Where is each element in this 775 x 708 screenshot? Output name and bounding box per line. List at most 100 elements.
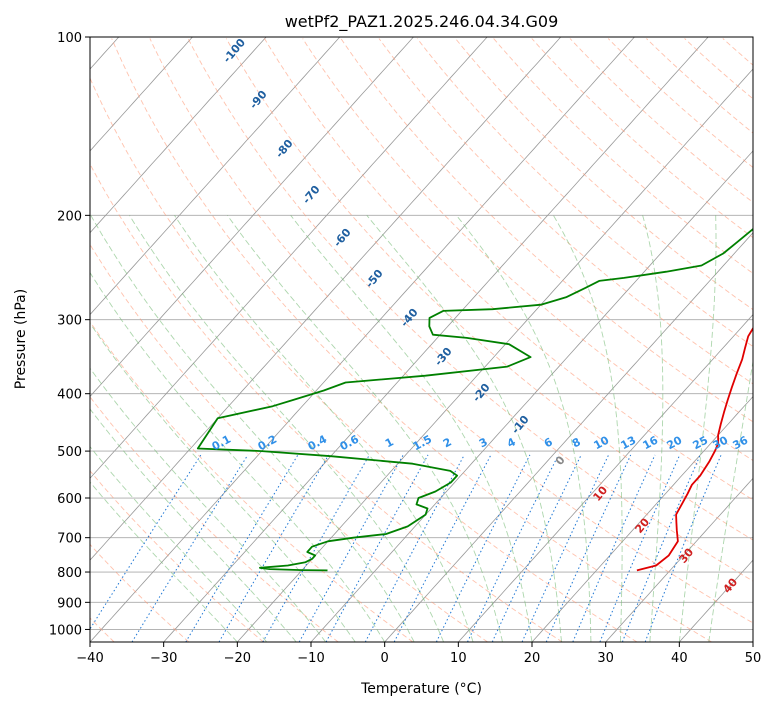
mixing-ratio-line — [393, 454, 492, 642]
mixing-ratio-label: 16 — [641, 433, 661, 452]
x-tick-label: 40 — [671, 651, 688, 666]
dry-adiabat-label: -50 — [363, 267, 386, 291]
dry-adiabat-label: 0 — [553, 453, 568, 467]
dry-adiabat-label: -30 — [432, 345, 455, 369]
isotherm-line — [90, 37, 267, 234]
dry-adiabat-line — [416, 38, 753, 348]
y-tick-label: 800 — [57, 566, 82, 581]
moist-adiabat-line — [642, 215, 664, 642]
mixing-ratio-label: 36 — [731, 433, 751, 452]
dry-adiabat-label: -90 — [247, 88, 270, 112]
moist-adiabat-line — [90, 367, 327, 642]
x-tick-label: 20 — [524, 651, 541, 666]
moist-adiabat-line — [708, 358, 753, 642]
mixing-ratio-line — [644, 454, 722, 642]
moist-adiabat-line — [90, 322, 356, 642]
x-axis-label: Temperature (°C) — [360, 681, 482, 697]
dry-adiabat-line — [531, 38, 753, 239]
mixing-ratio-label: 8 — [570, 435, 583, 450]
plot-frame — [89, 36, 754, 643]
dry-adiabat-line — [646, 38, 753, 134]
moist-adiabat-line — [456, 215, 592, 642]
moist-adiabat-line — [174, 215, 474, 642]
moist-adiabat-line — [366, 215, 562, 642]
dry-adiabat-line — [90, 243, 488, 642]
dry-adiabat-label: -70 — [300, 183, 323, 207]
dry-adiabat-line — [722, 38, 753, 66]
y-tick-label: 600 — [57, 492, 82, 507]
dry-adiabat-line — [225, 38, 753, 541]
dry-adiabat-line — [455, 38, 753, 311]
moist-adiabat-line — [129, 215, 445, 642]
isotherm-line — [679, 559, 753, 642]
isotherm-line — [531, 395, 753, 642]
moist-adiabat-line — [678, 215, 717, 642]
dry-adiabat-line — [761, 39, 775, 643]
mixing-ratio-label: 1.5 — [411, 433, 434, 454]
x-tick-label: −30 — [150, 651, 177, 666]
dewpoint-profile-line — [196, 227, 753, 572]
y-tick-label: 700 — [57, 532, 82, 547]
dry-adiabat-line — [302, 38, 753, 462]
chart-title: wetPf2_PAZ1.2025.246.04.34.G09 — [285, 12, 559, 32]
isotherm-line — [90, 37, 341, 316]
dry-adiabat-line — [340, 38, 753, 423]
dry-adiabat-line — [90, 396, 339, 642]
dry-adiabat-label: -40 — [398, 306, 421, 330]
mixing-ratio-line — [572, 454, 656, 642]
dry-adiabat-line — [90, 77, 638, 642]
mixing-ratio-label: 1 — [383, 435, 396, 450]
mixing-ratio-label: 3 — [477, 435, 490, 450]
mixing-ratio-line — [521, 454, 610, 642]
moist-adiabat-line — [227, 215, 503, 642]
mixing-ratio-line — [599, 454, 681, 642]
mixing-ratio-label: 2 — [441, 435, 454, 450]
isotherm-line — [90, 37, 635, 642]
isotherm-line — [90, 37, 193, 152]
dry-adiabat-label: -80 — [273, 137, 296, 161]
dry-adiabat-line — [90, 320, 414, 642]
x-tick-label: 30 — [597, 651, 614, 666]
mixing-ratio-label: 25 — [691, 434, 711, 453]
mixing-ratio-line — [364, 454, 465, 642]
y-tick-label: 1000 — [49, 623, 82, 638]
dry-adiabat-line — [493, 38, 753, 274]
dry-adiabat-label: 30 — [676, 545, 696, 565]
y-tick-label: 200 — [57, 209, 82, 224]
moist-adiabat-line — [90, 215, 415, 642]
dry-adiabat-line — [569, 38, 753, 203]
mixing-ratio-line — [325, 454, 429, 642]
isotherm-line — [90, 37, 414, 398]
mixing-ratio-label: 0.4 — [306, 432, 330, 453]
dry-adiabat-line — [111, 38, 712, 642]
mixing-ratio-label: 13 — [619, 434, 639, 453]
dry-adiabat-line — [90, 470, 264, 642]
moist-adiabat-line — [553, 215, 623, 642]
mixing-ratio-label: 20 — [665, 433, 685, 452]
mixing-ratio-line — [185, 454, 299, 642]
mixing-ratio-line — [467, 454, 559, 642]
isotherm-line — [384, 232, 753, 642]
mixing-ratio-line — [491, 454, 582, 642]
moist-adiabat-line — [290, 215, 533, 642]
y-tick-label: 300 — [57, 314, 82, 329]
isotherm-line — [90, 37, 488, 479]
mixing-ratio-label: 30 — [711, 433, 731, 452]
x-tick-label: −10 — [297, 651, 324, 666]
isotherm-line — [163, 37, 709, 642]
mixing-ratio-line — [262, 454, 370, 642]
y-tick-label: 400 — [57, 388, 82, 403]
x-tick-label: −20 — [224, 651, 251, 666]
y-tick-label: 500 — [57, 445, 82, 460]
y-axis-label: Pressure (hPa) — [13, 289, 29, 389]
mixing-ratio-line — [621, 454, 701, 642]
mixing-ratio-line — [218, 454, 330, 642]
dry-adiabat-label: 10 — [590, 483, 610, 503]
x-tick-label: 50 — [745, 651, 762, 666]
isotherm-line — [237, 68, 753, 642]
y-tick-label: 900 — [57, 596, 82, 611]
x-tick-label: 10 — [450, 651, 467, 666]
isotherm-line — [310, 150, 753, 642]
dry-adiabat-line — [90, 163, 563, 642]
